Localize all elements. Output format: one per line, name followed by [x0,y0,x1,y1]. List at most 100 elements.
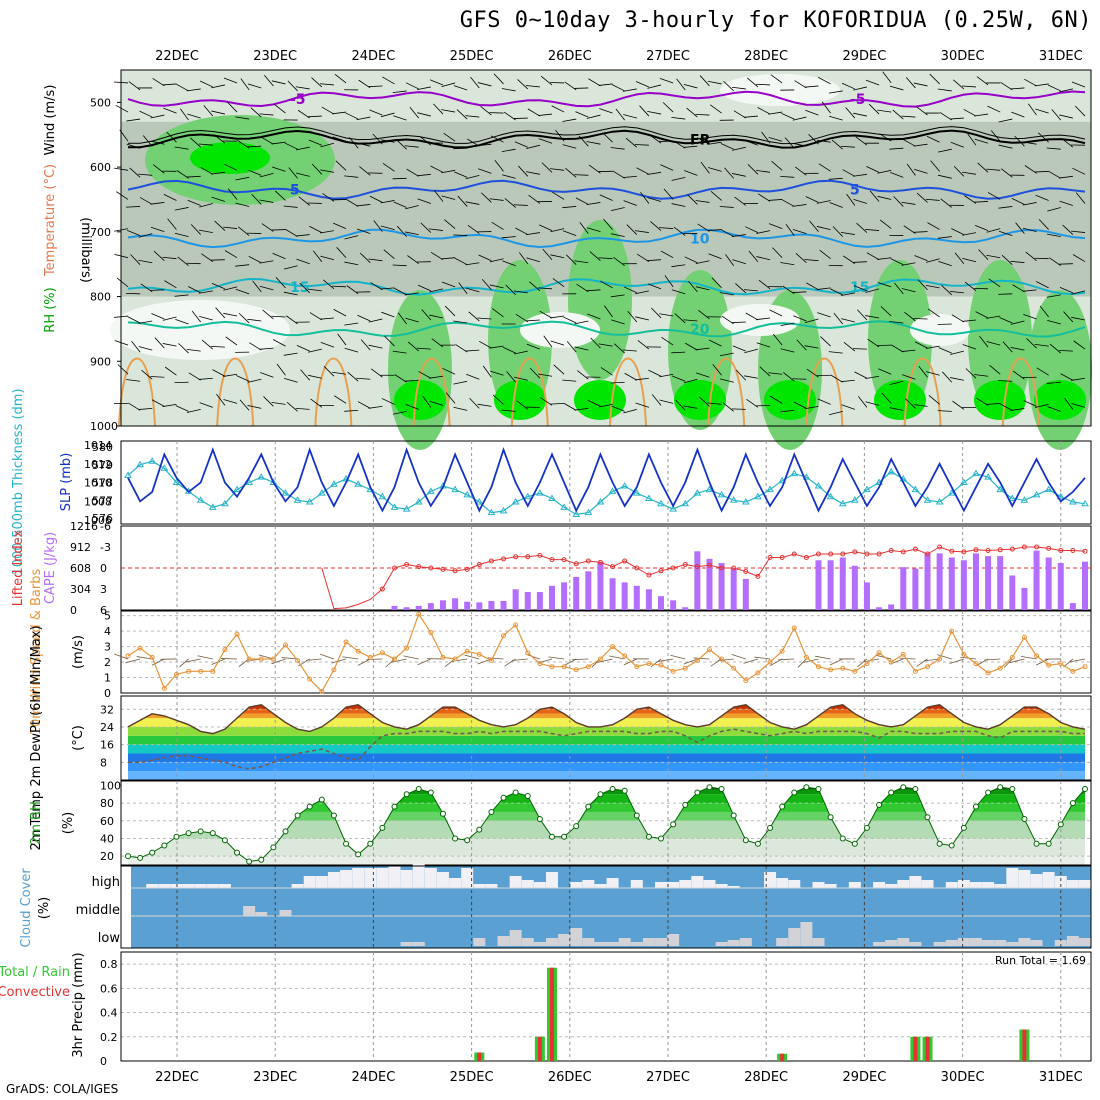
temp-tick: 24 [100,721,114,734]
wind-barb [235,202,250,207]
wind-barb [288,167,298,179]
wind-barb [150,140,165,145]
wind-speed-point [1058,661,1064,667]
wind-barb [540,75,553,86]
wind-barb [578,135,589,147]
wind-barb [501,236,516,239]
thickness-point [778,476,787,484]
wind-barb [429,400,444,406]
wind-speed-point [1034,653,1040,659]
wind-barb [687,194,698,205]
wind-barb [806,368,819,378]
precip-convective-bar [1022,1029,1027,1061]
wind-barb [829,658,843,666]
wind-barb [733,110,747,119]
wind-barb [683,145,698,148]
wind-barb [867,338,880,348]
wind-barb [901,262,916,266]
cape-bar [900,567,907,610]
wind-barb [550,340,565,346]
thickness-point [548,494,556,501]
wind-barb [199,203,213,208]
li-point [840,551,846,557]
cape-bar [427,603,434,610]
wind-barb [501,88,516,92]
cloud-bar [424,868,437,888]
precip-tick: 0.2 [100,1031,118,1044]
wind-barb [185,658,201,663]
wind-barb [869,190,880,202]
thickness-point [426,487,435,494]
cloud-bar [352,868,365,888]
wind-barb [589,251,601,262]
wind-barb [513,117,528,119]
wind-barb [950,141,965,148]
wind-barb [685,342,698,351]
cloud-bar [545,872,558,888]
wind-barb [635,316,649,321]
wind-barb [926,135,940,143]
wind-barb [769,309,783,317]
wind-barb [748,250,759,262]
cloud-bar [1030,874,1043,888]
wind-barb [674,313,686,324]
wind-barb [421,309,432,321]
li-point [573,561,579,567]
wind-barb [504,198,516,208]
wind-barb [744,348,759,354]
wind-barb [373,220,383,232]
wind-barb [431,338,444,348]
wind-barb [586,114,601,119]
wind-barb [986,228,1001,233]
legend-convective: Convective [0,985,70,1000]
wind-tick: 1 [104,672,111,685]
wind-barb [854,371,868,379]
wind-barb [902,139,916,147]
wind-speed-point [149,654,155,660]
wind-barb [796,339,807,351]
date-label-top: 26DEC [548,49,592,64]
wind-barb [489,345,504,349]
wind-barb [841,404,855,410]
cloud-bar [873,882,886,888]
wind-barb [526,257,540,263]
wind-barb [1061,138,1074,148]
wind-speed-point [440,654,446,660]
thickness-point [620,482,629,489]
rh-axis-label: 2m RH [29,801,44,845]
wind-barb [129,167,141,178]
cloud-bar [812,882,825,888]
rh-point [306,803,313,810]
wind-barb [1022,289,1037,292]
wind-barb [731,234,746,237]
wind-barb [916,192,928,203]
wind-barb [707,141,722,145]
wind-barb [305,658,322,661]
wind-barb [780,409,795,413]
wind-barb [125,658,141,664]
wind-barb [213,134,226,144]
wind-barb [319,83,334,86]
wind-speed-point [949,628,955,634]
wind-barb [610,207,625,212]
cape-bar [718,563,725,610]
cloud-bar [679,880,692,888]
wind-barb [188,372,201,381]
wind-barb [856,222,868,233]
cloud-bar [957,880,970,888]
pressure-tick: 600 [90,161,111,174]
cloud-bar [303,876,316,888]
wind-barb [974,374,989,377]
wind-barb [758,193,771,202]
wind-barb [732,173,746,177]
wind-barb [310,398,323,408]
wind-barb [953,165,965,177]
wind-barb [417,86,431,91]
wind-barb [298,196,310,206]
cloud-bar [1006,868,1019,888]
li-point [622,558,628,564]
wind-barb [695,286,710,291]
wind-barb [248,169,262,176]
wind-barb [487,657,504,660]
wind-barb [1023,400,1037,407]
